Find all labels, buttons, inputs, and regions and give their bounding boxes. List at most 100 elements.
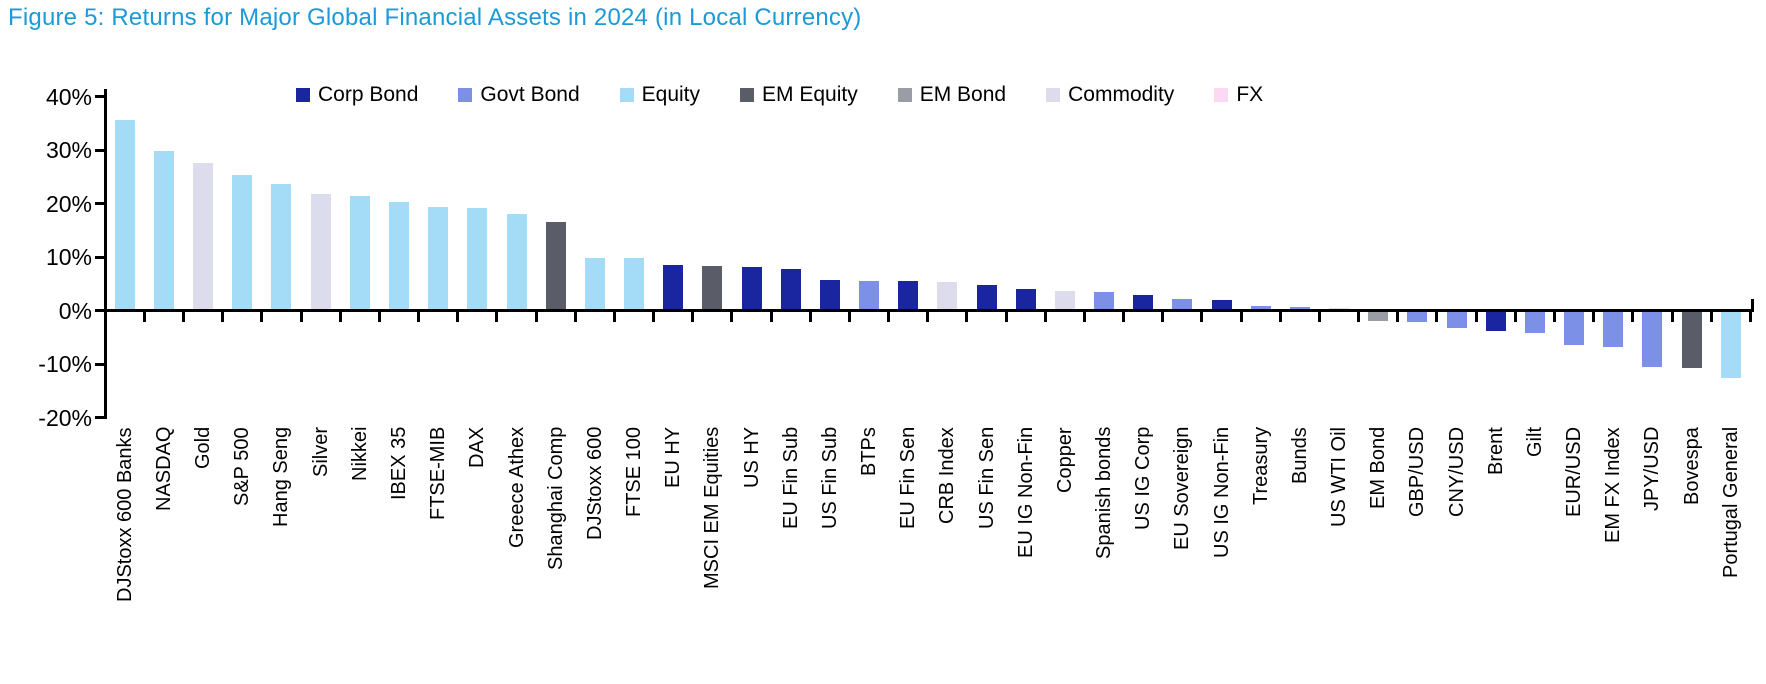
legend-label: EM Bond: [919, 83, 1007, 106]
x-category-label: EU IG Non-Fin: [1014, 427, 1037, 559]
bar-eur-usd: [1564, 312, 1585, 346]
legend-swatch-icon: [296, 88, 310, 102]
bar-eu-ig-non-fin: [1015, 288, 1036, 309]
y-tick-label: 30%: [45, 137, 92, 163]
y-tick: [94, 362, 104, 366]
y-tick: [94, 202, 104, 205]
x-tick: [142, 312, 146, 322]
bar-bunds: [1289, 307, 1310, 309]
x-category-label: CNY/USD: [1445, 427, 1468, 518]
bar-cny-usd: [1446, 312, 1467, 328]
x-category-label: US IG Corp: [1132, 427, 1155, 531]
x-category-label: EU Fin Sen: [897, 427, 920, 530]
x-category-label: FTSE-MIB: [427, 427, 450, 521]
x-category-label: Bunds: [1288, 427, 1311, 484]
bar-msci-em-equities: [702, 266, 723, 309]
legend-swatch-icon: [897, 88, 912, 102]
x-category-label: Nikkei: [348, 427, 371, 482]
x-tick: [221, 312, 225, 322]
bar-gold: [193, 163, 214, 309]
bar-us-fin-sub: [819, 280, 840, 309]
bar-us-hy: [741, 266, 762, 309]
bar-gilt: [1524, 312, 1545, 334]
x-tick: [1161, 312, 1165, 322]
y-tick-label: 10%: [45, 244, 92, 270]
x-tick: [1357, 312, 1361, 322]
x-tick: [456, 312, 460, 322]
x-category-label: Copper: [1053, 427, 1076, 493]
x-tick: [299, 312, 303, 322]
x-category-label: CRB Index: [936, 427, 959, 524]
x-tick: [495, 312, 499, 322]
legend-label: FX: [1236, 83, 1264, 106]
x-tick: [573, 312, 577, 322]
x-axis: [103, 309, 1754, 312]
bar-ibex-35: [388, 202, 409, 309]
legend-swatch-icon: [740, 88, 755, 102]
x-category-label: EU HY: [662, 427, 685, 489]
x-tick: [769, 312, 773, 322]
bar-djstoxx-600: [584, 257, 605, 309]
x-category-label: Gold: [192, 427, 215, 470]
bar-nasdaq: [153, 151, 174, 309]
x-tick: [1748, 312, 1752, 322]
x-tick: [377, 312, 381, 322]
bar-bovespa: [1681, 312, 1702, 368]
y-tick-label: 40%: [45, 83, 92, 110]
x-tick: [1474, 312, 1478, 322]
x-category-label: S&P 500: [231, 427, 254, 506]
legend-item: FX: [1214, 83, 1263, 107]
legend-swatch-icon: [458, 88, 473, 102]
x-category-label: NASDAQ: [152, 427, 175, 512]
legend-swatch-icon: [1046, 88, 1061, 102]
bar-nikkei: [349, 195, 370, 309]
x-tick: [182, 312, 186, 322]
y-tick: [94, 255, 104, 259]
x-category-label: EU Sovereign: [1171, 427, 1194, 551]
bar-portugal-general: [1720, 312, 1741, 379]
bar-treasury: [1250, 306, 1271, 309]
x-tick: [730, 312, 734, 322]
bar-us-ig-non-fin: [1211, 300, 1232, 309]
x-tick: [1239, 312, 1243, 322]
x-tick: [926, 312, 930, 322]
x-tick: [1435, 312, 1439, 322]
x-tick: [1553, 312, 1556, 322]
y-tick-label: -10%: [38, 351, 92, 377]
y-tick-label: 0%: [58, 297, 92, 324]
x-category-label: EM FX Index: [1602, 427, 1625, 543]
legend-item: Corp Bond: [296, 83, 418, 107]
bar-hang-seng: [271, 184, 292, 309]
x-category-label: US IG Non-Fin: [1210, 427, 1233, 559]
x-category-label: BTPs: [858, 427, 881, 476]
bar-em-fx-index: [1603, 312, 1624, 348]
x-tick: [691, 312, 695, 322]
x-tick: [808, 312, 812, 322]
x-category-label: Spanish bonds: [1093, 427, 1116, 560]
x-tick: [1200, 312, 1204, 322]
bar-s-p-500: [232, 175, 253, 309]
legend-swatch-icon: [619, 88, 634, 102]
y-tick-label: 20%: [45, 190, 92, 217]
legend-label: Govt Bond: [480, 83, 580, 106]
bar-eu-sovereign: [1172, 299, 1193, 309]
bar-dax: [467, 207, 488, 309]
bar-em-bond: [1368, 312, 1389, 322]
x-tick: [612, 312, 616, 322]
x-category-label: Portugal General: [1719, 427, 1742, 579]
x-tick: [1592, 312, 1596, 322]
x-tick: [887, 312, 891, 322]
y-tick: [94, 309, 104, 312]
x-category-label: FTSE 100: [623, 427, 645, 518]
y-tick: [94, 148, 104, 152]
x-category-label: Gilt: [1523, 427, 1546, 457]
bar-gbp-usd: [1407, 312, 1428, 323]
x-tick: [338, 312, 342, 322]
legend-item: Commodity: [1046, 83, 1174, 107]
chart-legend: Corp Bond Govt Bond Equity EM Equity EM Bond…: [296, 83, 1263, 107]
y-tick-label: -20%: [38, 404, 92, 431]
x-category-label: Hang Seng: [270, 427, 293, 528]
x-tick: [1670, 312, 1674, 322]
bar-us-fin-sen: [976, 285, 997, 309]
x-category-label: US WTI Oil: [1328, 427, 1351, 527]
